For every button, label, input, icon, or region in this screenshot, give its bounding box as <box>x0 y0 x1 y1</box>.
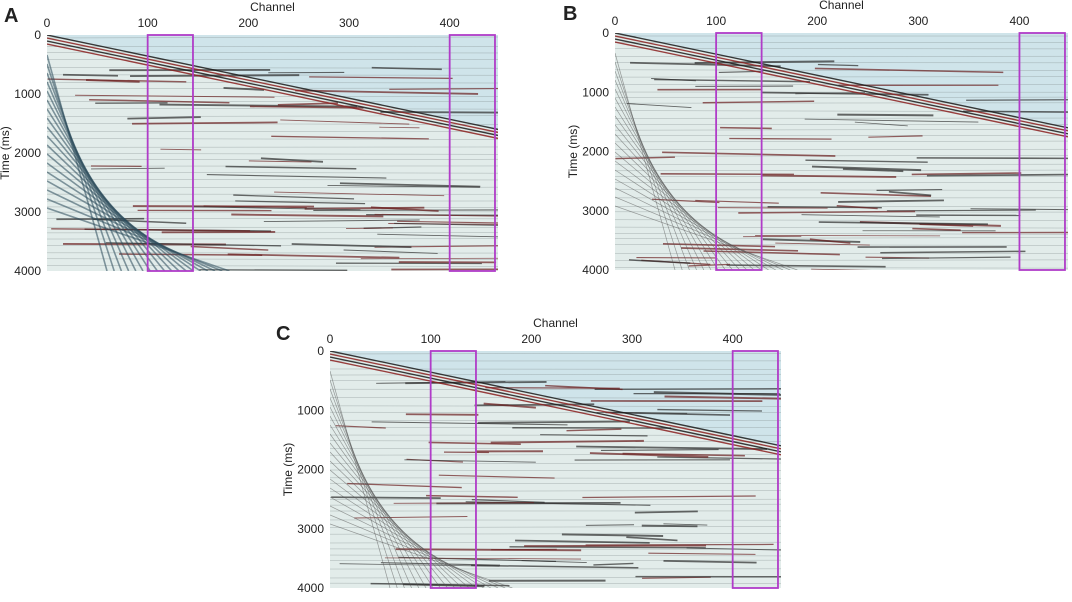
x-tick-label: 100 <box>706 14 726 28</box>
x-axis-label: Channel <box>250 0 295 14</box>
x-tick-label: 0 <box>327 332 334 346</box>
reflection <box>877 190 943 191</box>
reflection <box>729 139 831 140</box>
x-tick-label: 400 <box>1009 14 1029 28</box>
panel-label: B <box>563 3 577 25</box>
y-tick-label: 3000 <box>14 205 41 219</box>
x-tick-label: 0 <box>44 16 51 30</box>
y-tick-label: 0 <box>34 28 41 42</box>
y-tick-label: 4000 <box>297 581 324 595</box>
x-tick-label: 0 <box>612 14 619 28</box>
x-tick-label: 100 <box>421 332 441 346</box>
seismic-image <box>330 351 829 588</box>
reflection <box>718 208 828 209</box>
y-axis-label: Time (ms) <box>566 125 580 179</box>
x-tick-label: 200 <box>521 332 541 346</box>
reflection <box>586 525 634 526</box>
seismic-image <box>615 33 1072 270</box>
x-tick-label: 300 <box>339 16 359 30</box>
x-tick-label: 100 <box>138 16 158 30</box>
x-tick-label: 400 <box>440 16 460 30</box>
y-axis-label: Time (ms) <box>0 126 12 180</box>
reflection <box>837 115 933 116</box>
reflection <box>595 389 795 390</box>
y-tick-label: 4000 <box>14 264 41 278</box>
x-tick-label: 400 <box>723 332 743 346</box>
reflection <box>635 511 698 512</box>
reflection <box>917 158 1072 159</box>
reflection <box>406 414 479 415</box>
y-tick-label: 1000 <box>297 403 324 417</box>
y-tick-label: 2000 <box>582 145 609 159</box>
y-axis-label: Time (ms) <box>281 443 295 497</box>
reflection <box>642 526 698 527</box>
x-axis-label: Channel <box>819 0 864 12</box>
x-tick-label: 200 <box>238 16 258 30</box>
y-tick-label: 2000 <box>297 463 324 477</box>
reflection <box>331 497 441 498</box>
x-tick-label: 300 <box>908 14 928 28</box>
reflection <box>661 174 794 175</box>
panel-label: C <box>276 323 290 345</box>
x-axis-label: Channel <box>533 316 578 330</box>
reflection <box>720 128 772 129</box>
reflection <box>63 75 118 76</box>
reflection <box>586 544 774 545</box>
y-tick-label: 1000 <box>14 87 41 101</box>
y-tick-label: 0 <box>317 344 324 358</box>
y-tick-label: 4000 <box>582 263 609 277</box>
reflection <box>379 127 419 128</box>
panel-label: A <box>4 5 18 27</box>
y-tick-label: 3000 <box>297 522 324 536</box>
y-tick-label: 0 <box>602 26 609 40</box>
y-tick-label: 2000 <box>14 146 41 160</box>
x-tick-label: 300 <box>622 332 642 346</box>
seismic-image <box>47 35 582 271</box>
reflection <box>394 503 534 504</box>
y-tick-label: 3000 <box>582 204 609 218</box>
reflection <box>509 547 705 548</box>
x-tick-label: 200 <box>807 14 827 28</box>
y-tick-label: 1000 <box>582 85 609 99</box>
